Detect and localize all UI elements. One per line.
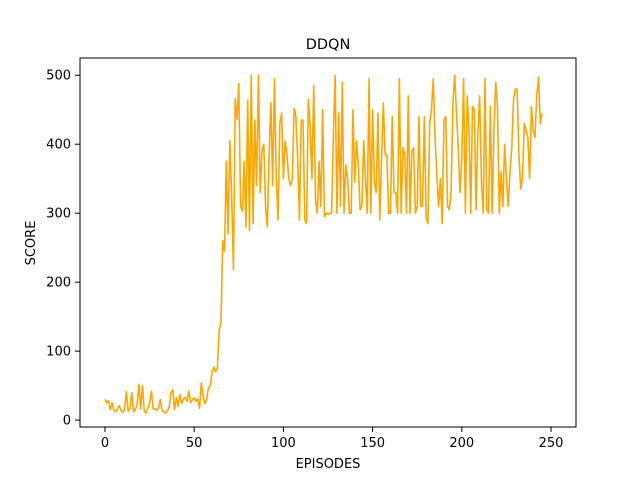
y-tick-label: 0 (63, 414, 71, 429)
x-axis-label: EPISODES (296, 457, 361, 472)
y-tick-label: 400 (46, 138, 71, 153)
y-tick-label: 500 (46, 69, 71, 84)
y-axis-label: SCORE (24, 221, 39, 266)
x-tick-label: 250 (539, 436, 564, 451)
plot-frame (79, 57, 577, 428)
chart-title: DDQN (306, 37, 351, 53)
x-axis: 0 50 100 150 200 250 (101, 427, 564, 451)
y-tick-label: 100 (46, 345, 71, 360)
x-tick-label: 0 (101, 436, 109, 451)
x-tick-label: 100 (271, 436, 296, 451)
x-tick-label: 150 (360, 436, 385, 451)
x-tick-label: 50 (186, 436, 203, 451)
series-line-score (104, 74, 543, 415)
y-tick-label: 200 (46, 276, 71, 291)
plot-area (104, 74, 543, 415)
x-tick-label: 200 (449, 436, 474, 451)
y-axis: 0 100 200 300 400 500 (46, 69, 80, 429)
y-tick-label: 300 (46, 207, 71, 222)
